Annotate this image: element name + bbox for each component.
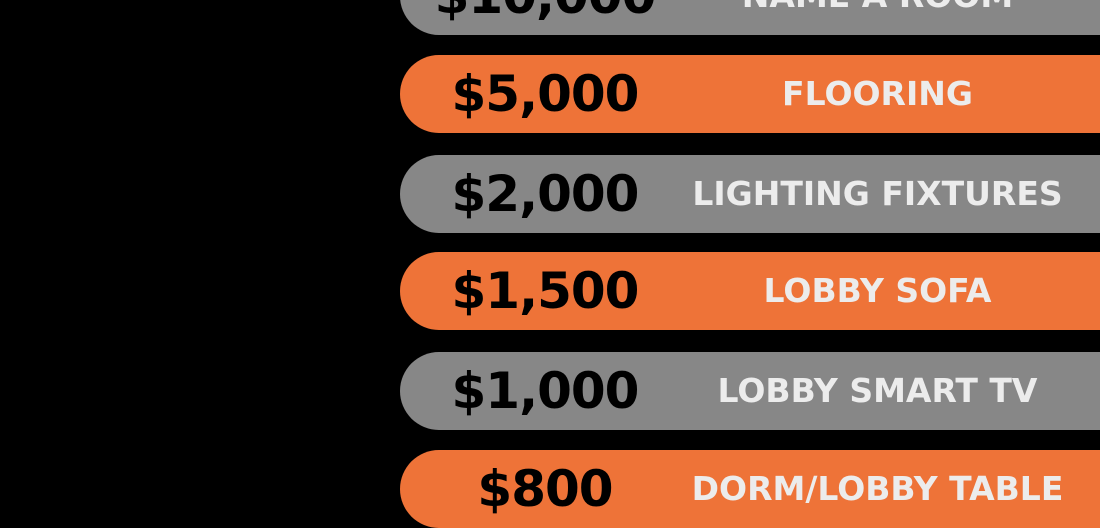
tier-price: $800 <box>477 460 613 518</box>
tier-price: $5,000 <box>451 65 640 123</box>
tier-bar: $1,000 LOBBY SMART TV <box>400 352 1100 430</box>
tier-bar: $2,000 LIGHTING FIXTURES <box>400 155 1100 233</box>
tier-bar: $800 DORM/LOBBY TABLE <box>400 450 1100 528</box>
tier-price: $1,500 <box>451 262 640 320</box>
tier-price: $1,000 <box>451 362 640 420</box>
tier-label: FLOORING <box>782 74 973 113</box>
tier-label: DORM/LOBBY TABLE <box>691 469 1064 508</box>
tier-bar: $1,500 LOBBY SOFA <box>400 252 1100 330</box>
tier-price: $2,000 <box>451 165 640 223</box>
tier-bar: $5,000 FLOORING <box>400 55 1100 133</box>
tier-label: LIGHTING FIXTURES <box>692 174 1063 213</box>
tier-label: LOBBY SOFA <box>763 271 992 310</box>
tier-label: LOBBY SMART TV <box>717 371 1038 410</box>
tier-bar: $10,000 NAME A ROOM <box>400 0 1100 35</box>
tier-price: $10,000 <box>400 0 690 35</box>
tier-label: NAME A ROOM <box>690 0 1065 35</box>
